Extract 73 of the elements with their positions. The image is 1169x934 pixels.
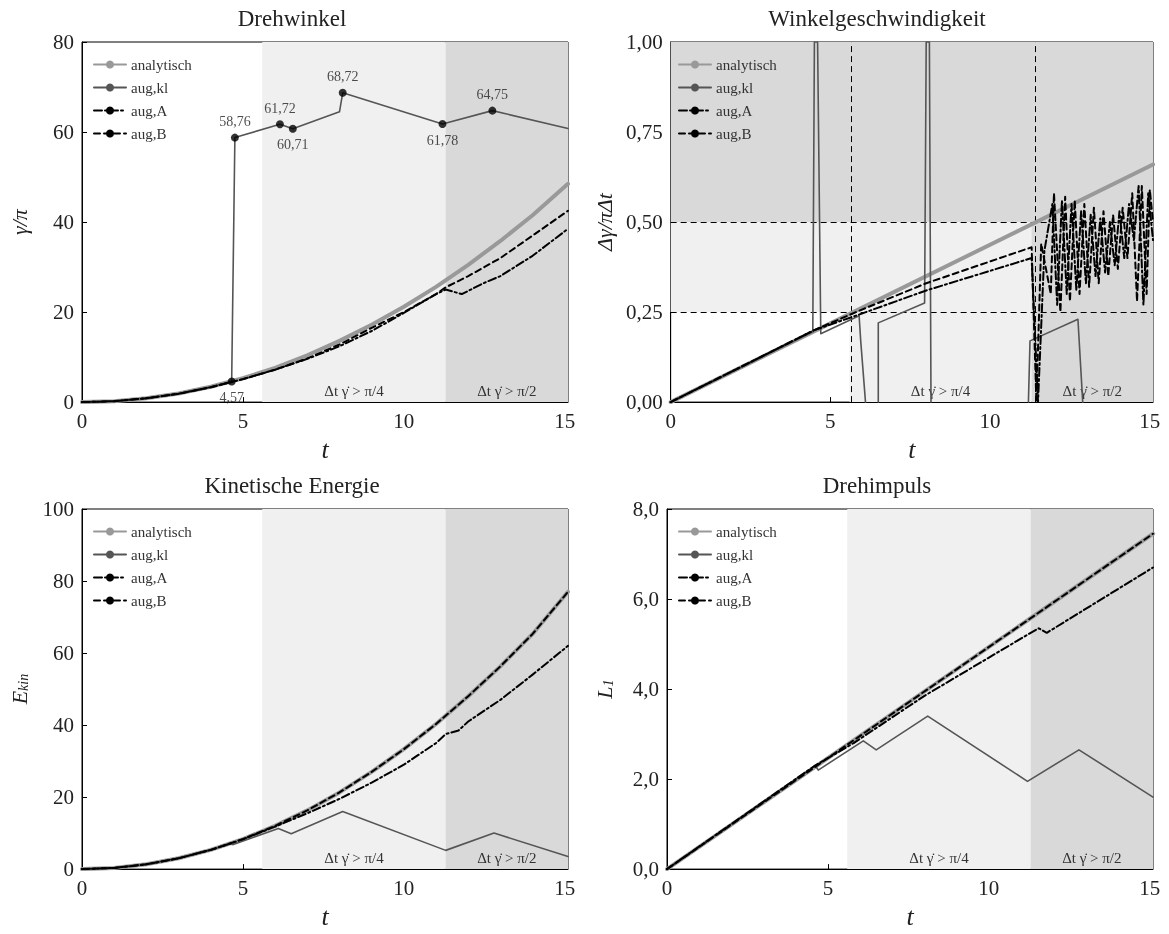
- x-tick-label: 15: [554, 408, 576, 433]
- y-tick-label: 60: [53, 641, 74, 666]
- y-tick-label: 1,00: [625, 30, 663, 54]
- y-axis-title: L1: [591, 679, 617, 700]
- y-tick-label: 0: [63, 857, 74, 882]
- y-tick-label: 40: [53, 713, 74, 738]
- legend-label: aug,kl: [131, 546, 169, 563]
- legend-label: analytisch: [716, 523, 778, 540]
- legend-label: aug,A: [716, 569, 753, 586]
- y-tick-label: 0,25: [625, 300, 663, 325]
- band-label: Δt γ̇ > π/2: [1062, 849, 1122, 866]
- legend-label: aug,B: [716, 125, 752, 142]
- legend-label: aug,kl: [716, 79, 754, 96]
- y-axis-title: Ekin: [6, 673, 32, 706]
- data-label: 61,72: [264, 100, 296, 116]
- legend-label: analytisch: [131, 56, 193, 73]
- x-tick-label: 5: [822, 875, 834, 900]
- y-axis-title: Δγ/πΔt: [591, 192, 617, 252]
- y-tick-label: 0: [63, 390, 74, 415]
- x-axis-title: t: [906, 901, 915, 931]
- legend-label: aug,B: [131, 592, 167, 609]
- legend-label: aug,kl: [131, 79, 169, 96]
- y-tick-label: 0,0: [632, 857, 659, 882]
- chart-title: Winkelgeschwindigkeit: [768, 6, 987, 31]
- x-tick-label: 5: [825, 408, 836, 433]
- legend-label: aug,B: [716, 592, 752, 609]
- y-tick-label: 20: [53, 785, 74, 810]
- data-label: 60,71: [277, 137, 309, 153]
- band-label: Δt γ̇ > π/4: [909, 849, 970, 866]
- x-tick-label: 10: [978, 875, 1000, 900]
- y-tick-label: 0,00: [625, 390, 663, 415]
- band-label: Δt γ̇ > π/2: [477, 849, 537, 866]
- x-tick-label: 10: [979, 408, 1001, 433]
- y-tick-label: 100: [42, 497, 74, 521]
- x-tick-label: 15: [1139, 875, 1161, 900]
- y-tick-label: 8,0: [632, 497, 659, 521]
- legend-label: analytisch: [131, 523, 193, 540]
- y-tick-label: 40: [53, 210, 74, 235]
- x-tick-label: 5: [237, 875, 249, 900]
- y-tick-label: 80: [53, 30, 74, 54]
- x-tick-label: 15: [554, 875, 576, 900]
- y-tick-label: 80: [53, 569, 74, 594]
- data-label: 68,72: [326, 69, 359, 85]
- data-label: 64,75: [476, 87, 509, 103]
- x-tick-label: 5: [237, 408, 249, 433]
- x-tick-label: 10: [393, 408, 415, 433]
- x-axis-title: t: [321, 901, 330, 931]
- legend-label: aug,A: [716, 102, 753, 119]
- y-tick-label: 20: [53, 300, 74, 325]
- legend-label: aug,B: [131, 125, 167, 142]
- band-label: Δt γ̇ > π/4: [324, 382, 385, 399]
- x-axis-title: t: [321, 434, 330, 464]
- x-tick-label: 15: [1139, 408, 1161, 433]
- legend-label: analytisch: [716, 56, 778, 73]
- band-label: Δt γ̇ > π/2: [477, 382, 537, 399]
- y-axis-title: γ/π: [6, 208, 32, 235]
- band-label: Δt γ̇ > π/4: [324, 849, 385, 866]
- legend-label: aug,A: [131, 569, 168, 586]
- chart-title: Drehimpuls: [822, 473, 932, 498]
- legend-label: aug,kl: [716, 546, 754, 563]
- y-tick-label: 60: [53, 120, 74, 145]
- legend-label: aug,A: [131, 102, 168, 119]
- y-tick-label: 0,50: [625, 210, 663, 235]
- data-label: 61,78: [426, 132, 459, 148]
- y-tick-label: 6,0: [632, 587, 659, 612]
- y-tick-label: 2,0: [632, 767, 659, 792]
- data-label: 58,76: [219, 114, 251, 130]
- y-tick-label: 4,0: [632, 677, 659, 702]
- y-tick-label: 0,75: [625, 120, 663, 145]
- chart-title: Drehwinkel: [237, 6, 347, 31]
- chart-title: Kinetische Energie: [204, 473, 380, 498]
- x-tick-label: 10: [393, 875, 415, 900]
- x-axis-title: t: [908, 434, 917, 464]
